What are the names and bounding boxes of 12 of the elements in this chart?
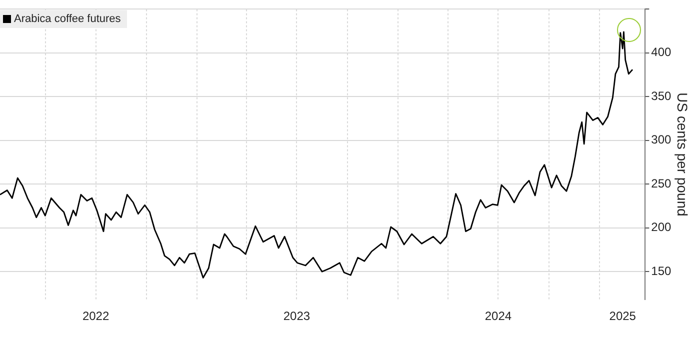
y-axis-title: US cents per pound — [674, 92, 691, 216]
x-tick-label: 2023 — [283, 309, 310, 324]
x-tick-label: 2022 — [82, 309, 110, 324]
y-tick-label: 400 — [651, 45, 672, 60]
y-tick-label: 300 — [651, 132, 672, 147]
y-tick-label: 150 — [651, 264, 672, 278]
x-tick-label: 2024 — [484, 309, 512, 324]
y-tick-label: 350 — [651, 88, 672, 103]
y-tick-label: 250 — [651, 176, 672, 190]
legend-label: Arabica coffee futures — [14, 13, 121, 26]
y-tick-label: 200 — [651, 220, 672, 234]
x-tick-label: 2025 — [609, 309, 636, 324]
